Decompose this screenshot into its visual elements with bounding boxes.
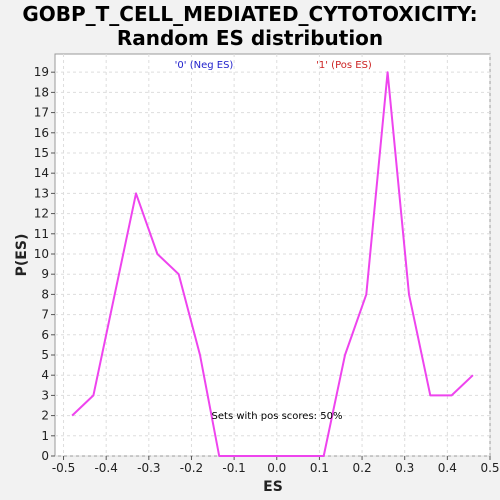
- series-line: [71, 71, 474, 457]
- y-tick-label: 12: [34, 207, 49, 221]
- x-tick-label: 0.2: [353, 461, 372, 475]
- x-tick-label: 0.0: [267, 461, 286, 475]
- y-tick-label: 17: [34, 106, 49, 120]
- y-tick-label: 8: [41, 287, 49, 301]
- x-axis-title: ES: [263, 479, 283, 495]
- y-tick-label: 16: [34, 126, 49, 140]
- y-tick-label: 15: [34, 146, 49, 160]
- legend-pos-es: '1' (Pos ES): [316, 60, 372, 71]
- y-tick-label: 14: [34, 166, 49, 180]
- chart-title-line-2: Random ES distribution: [116, 26, 384, 50]
- y-tick-label: 19: [34, 65, 49, 79]
- y-tick-label: 1: [41, 429, 49, 443]
- annotation-pos-scores: Sets with pos scores: 50%: [212, 411, 343, 422]
- y-tick-label: 2: [41, 409, 49, 423]
- x-tick-label: -0.3: [137, 461, 160, 475]
- axis-layer: -0.5 -0.4 -0.3 -0.2 -0.1 0.0 0.1 0.2 0.3 0.4 0.5 0 1…: [34, 65, 500, 475]
- x-tick-label: -0.5: [52, 461, 75, 475]
- x-tick-label: 0.3: [395, 461, 414, 475]
- y-tick-label: 9: [41, 267, 49, 281]
- chart-title: GOBP_T_CELL_MEDIATED_CYTOTOXICITY: Rando…: [0, 2, 500, 50]
- x-tick-label: 0.5: [480, 461, 499, 475]
- x-tick-label: 0.4: [438, 461, 457, 475]
- y-tick-label: 4: [41, 368, 49, 382]
- y-axis-title: P(ES): [14, 234, 30, 277]
- plot-area: [54, 53, 491, 457]
- y-tick-label: 0: [41, 449, 49, 463]
- x-tick-label: -0.4: [94, 461, 117, 475]
- y-tick-label: 18: [34, 85, 49, 99]
- y-tick-label: 7: [41, 308, 49, 322]
- y-tick-label: 10: [34, 247, 49, 261]
- chart-title-line-1: GOBP_T_CELL_MEDIATED_CYTOTOXICITY:: [22, 2, 478, 26]
- y-tick-label: 5: [41, 348, 49, 362]
- legend-neg-es: '0' (Neg ES): [175, 60, 234, 71]
- x-tick-label: 0.1: [310, 461, 329, 475]
- series-layer: [71, 71, 474, 457]
- y-tick-label: 13: [34, 186, 49, 200]
- y-tick-label: 11: [34, 227, 49, 241]
- y-tick-label: 6: [41, 328, 49, 342]
- x-tick-label: -0.2: [180, 461, 203, 475]
- y-tick-label: 3: [41, 388, 49, 402]
- x-tick-label: -0.1: [222, 461, 245, 475]
